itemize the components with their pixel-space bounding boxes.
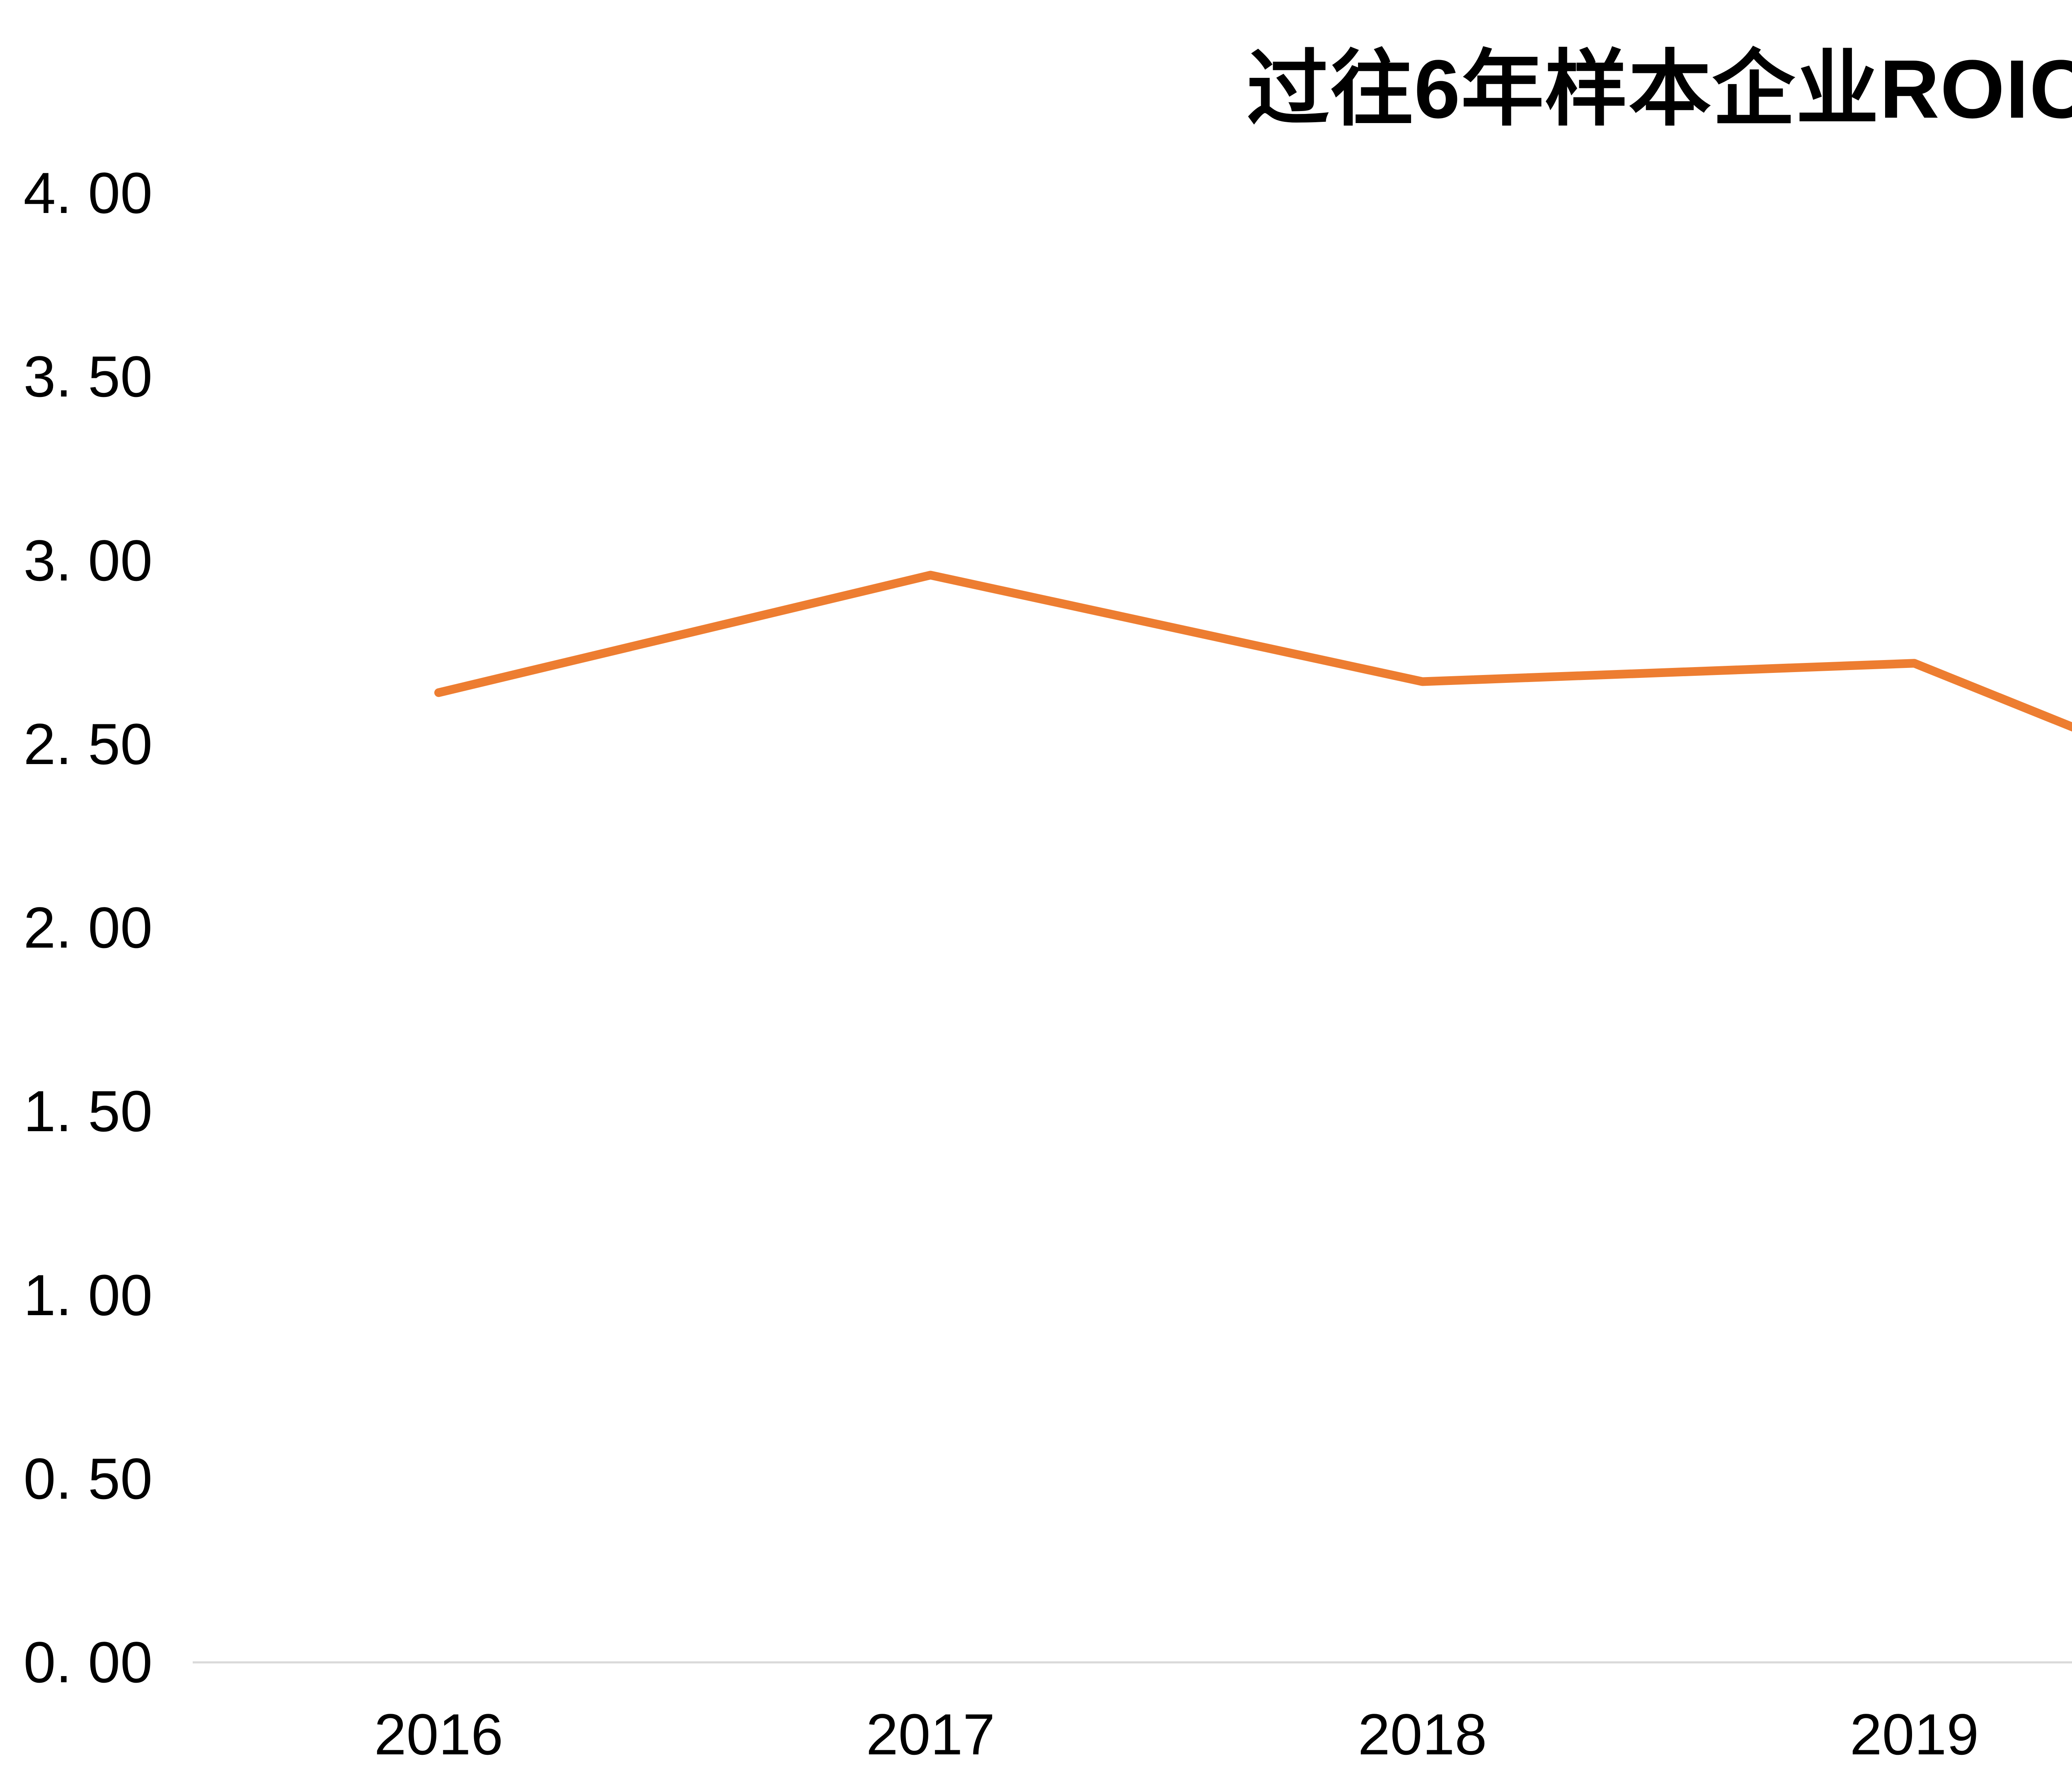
y-tick-label: 0. 00: [23, 1630, 152, 1695]
y-tick-label: 3. 50: [23, 344, 152, 409]
y-tick-label: 0. 50: [23, 1446, 152, 1511]
chart-title: 过往6年样本企业ROIC: [1247, 43, 2072, 135]
x-tick-label: 2016: [374, 1702, 503, 1767]
y-tick-label: 2. 00: [23, 895, 152, 960]
y-tick-label: 1. 00: [23, 1262, 152, 1328]
x-tick-label: 2018: [1358, 1702, 1487, 1767]
roic-line-series: [434, 571, 2072, 732]
y-tick-label: 2. 50: [23, 711, 152, 776]
y-tick-label: 4. 00: [23, 160, 152, 225]
y-tick-label: 3. 00: [23, 527, 152, 593]
y-tick-label: 1. 50: [23, 1079, 152, 1144]
x-tick-label: 2019: [1849, 1702, 1979, 1767]
x-tick-label: 2017: [866, 1702, 995, 1767]
